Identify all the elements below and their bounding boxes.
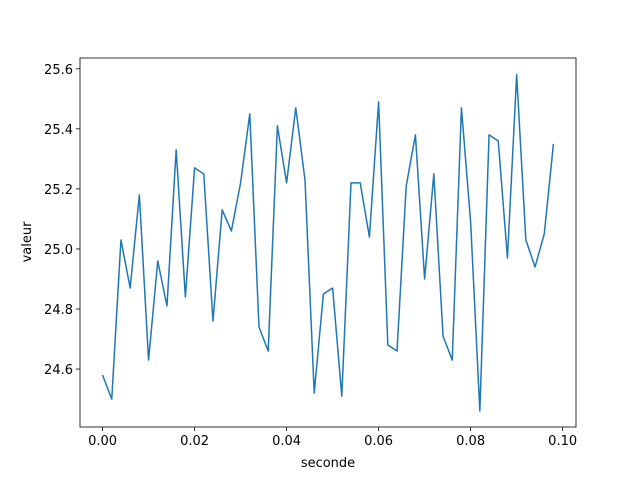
- x-tick-label: 0.04: [272, 434, 301, 449]
- line-series: [101, 74, 555, 412]
- axes-frame: [79, 57, 577, 428]
- x-tick-label: 0.06: [364, 434, 393, 449]
- y-axis-label: valeur: [20, 221, 35, 263]
- y-tick-label: 25.4: [44, 123, 73, 138]
- x-tick-label: 0.08: [456, 434, 485, 449]
- y-tick-label: 25.6: [44, 63, 73, 78]
- y-tick-label: 25.2: [44, 183, 73, 198]
- y-tick-label: 24.6: [44, 363, 73, 378]
- x-tick-label: 0.00: [88, 434, 117, 449]
- x-tick-label: 0.10: [548, 434, 577, 449]
- y-tick-label: 25.0: [44, 243, 73, 258]
- y-tick-label: 24.8: [44, 303, 73, 318]
- x-axis-label: seconde: [301, 456, 355, 471]
- x-tick-label: 0.02: [180, 434, 209, 449]
